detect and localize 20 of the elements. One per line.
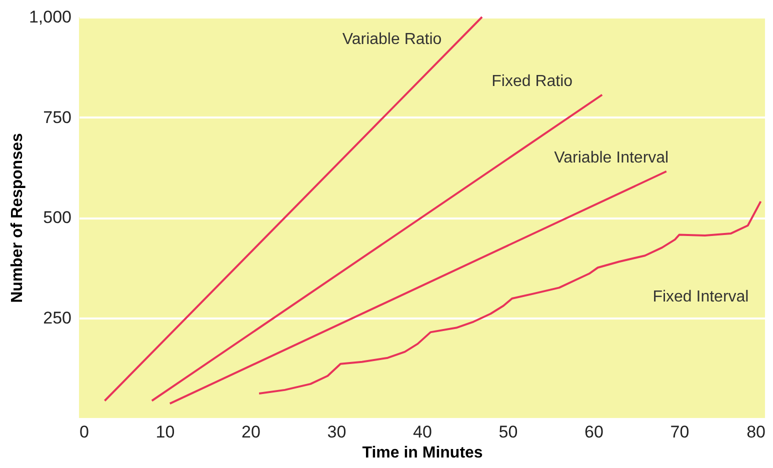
series-label: Variable Interval [554,149,669,166]
x-axis-title: Time in Minutes [362,444,483,462]
x-tick-label: 20 [242,422,260,442]
x-tick-label: 70 [670,422,690,442]
x-tick-label: 10 [156,422,175,442]
series-label: Fixed Ratio [492,72,573,90]
x-tick-label: 50 [498,422,518,442]
y-tick-label: 1,000 [28,8,72,26]
text: Fixed Interval [652,288,749,306]
y-tick-label: 750 [43,108,72,127]
y-axis-title: Number of Responses [8,132,26,303]
line-series [258,200,762,395]
x-tick-label: 30 [327,422,346,442]
y-tick-label: 500 [43,208,72,227]
x-tick-label: 40 [413,422,432,442]
y-tick-label: 250 [43,308,72,328]
x-tick-label: 0 [80,422,89,442]
series-label: Variable Ratio [342,31,442,48]
x-tick-label: 80 [746,422,766,442]
x-tick-label: 60 [584,422,604,442]
